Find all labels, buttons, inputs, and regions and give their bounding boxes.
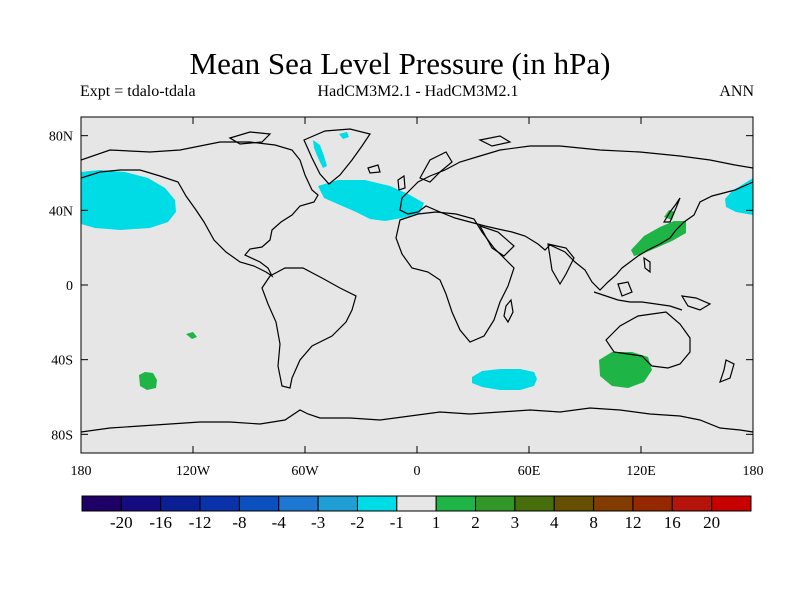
colorbar-box [317, 495, 358, 512]
experiment-label: Expt = tdalo-tdala [80, 83, 196, 100]
coast-borneo [617, 281, 633, 297]
coast-greenland [303, 128, 371, 185]
region-greenland-2 [339, 132, 349, 139]
colorbar-box [120, 495, 162, 512]
y-tick-label: 0 [66, 279, 73, 294]
x-axis: 180 120W 60W 0 60E 120E 180 [71, 117, 764, 479]
y-axis: 80N 40N 0 40S 80S [49, 130, 753, 443]
coast-india [547, 243, 575, 286]
region-north-pacific-west [81, 170, 176, 230]
colorbar-box [514, 495, 555, 512]
y-tick-label: 40S [51, 354, 73, 369]
x-tick-label: 180 [71, 464, 92, 479]
model-label: HadCM3M2.1 - HadCM3M2.1 [317, 83, 519, 100]
coast-iceland [367, 164, 381, 174]
coast-arabia [478, 224, 515, 257]
y-tick-label: 80S [51, 428, 73, 443]
coast-africa [395, 211, 515, 343]
colorbar-box [475, 495, 516, 512]
colorbar-boxes [81, 495, 752, 512]
colorbar-box [356, 495, 398, 512]
coast-indonesia [593, 291, 683, 311]
coast-new-zealand [719, 359, 735, 384]
colorbar-box [553, 495, 595, 512]
coast-antarctica [81, 407, 753, 433]
colorbar-box [160, 495, 201, 512]
colorbar-label: 3 [511, 513, 520, 532]
region-greenland-1 [313, 140, 327, 168]
y-tick-label: 40N [49, 204, 73, 219]
colorbar-label: 8 [589, 513, 598, 532]
coast-new-guinea [680, 295, 712, 311]
region-south-pacific-west [139, 372, 157, 390]
coast-philippines [643, 256, 651, 274]
colorbar-label: -16 [149, 513, 172, 532]
region-north-pacific-east [725, 178, 753, 215]
coast-scandinavia [419, 151, 453, 183]
colorbar-box [199, 495, 240, 512]
coast-north-america [81, 141, 319, 278]
chart-title: Mean Sea Level Pressure (in hPa) [189, 46, 611, 81]
y-tick-label: 80N [49, 130, 73, 145]
x-tick-label: 0 [414, 464, 421, 479]
colorbar-label: -8 [232, 513, 246, 532]
colorbar-label: -20 [110, 513, 133, 532]
colorbar-box [711, 495, 752, 512]
x-tick-label: 60W [291, 464, 319, 479]
x-tick-label: 120E [626, 464, 656, 479]
region-south-pacific-small [186, 332, 197, 339]
coastlines [81, 128, 753, 433]
x-tick-label: 120W [176, 464, 211, 479]
region-southern-indian [472, 369, 537, 390]
region-north-atlantic [318, 180, 424, 221]
season-label: ANN [719, 83, 754, 100]
colorbar-box [81, 495, 122, 512]
coast-arctic-islands [228, 131, 512, 147]
colorbar-labels: -20 -16 -12 -8 -4 -3 -2 -1 1 2 3 4 8 12 16 20 [110, 513, 720, 532]
coast-madagascar [503, 298, 514, 324]
coast-eurasia [399, 145, 753, 291]
colorbar-label: 12 [624, 513, 641, 532]
colorbar-label: 20 [703, 513, 720, 532]
colorbar-box [671, 495, 713, 512]
region-south-australia [599, 352, 652, 388]
colorbar-box [238, 495, 280, 512]
colorbar-box [396, 495, 437, 512]
colorbar-label: -3 [311, 513, 325, 532]
colorbar-label: 4 [550, 513, 559, 532]
region-west-pacific [631, 221, 686, 256]
colorbar-label: 2 [471, 513, 480, 532]
colorbar-label: -12 [189, 513, 212, 532]
coast-uk [397, 174, 406, 191]
colorbar-box [278, 495, 319, 512]
coast-south-america [261, 267, 357, 389]
anomaly-regions [81, 132, 753, 390]
colorbar-box [593, 495, 634, 512]
colorbar-box [435, 495, 477, 512]
coast-australia [605, 311, 691, 369]
x-tick-label: 60E [518, 464, 541, 479]
colorbar-label: -2 [350, 513, 364, 532]
coast-japan [662, 197, 681, 223]
map-background [81, 117, 753, 453]
colorbar-box [632, 495, 673, 512]
colorbar-label: -4 [272, 513, 287, 532]
colorbar-label: 1 [432, 513, 441, 532]
x-tick-label: 180 [743, 464, 764, 479]
colorbar-label: 16 [664, 513, 681, 532]
colorbar-label: -1 [390, 513, 404, 532]
